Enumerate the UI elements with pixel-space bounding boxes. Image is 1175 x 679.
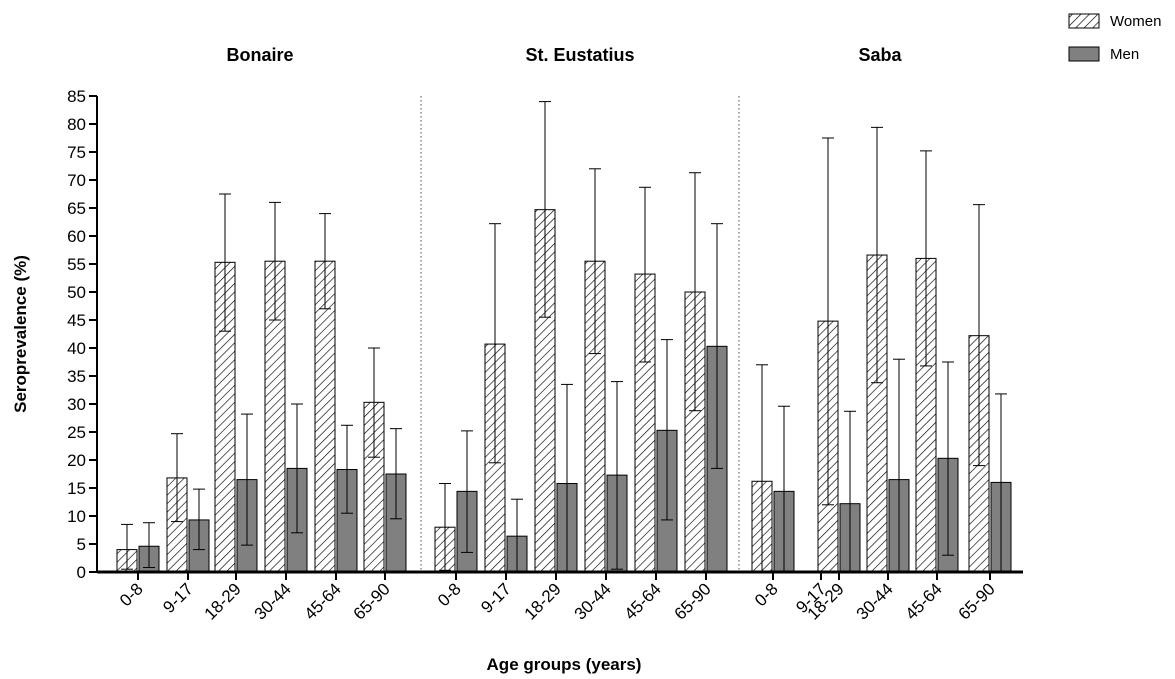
error-bar-men [611,381,623,570]
x-tick-label: 65-90 [955,579,999,623]
error-bar-men [241,413,253,546]
legend-label-men: Men [1110,46,1139,63]
x-tick-label: 0-8 [751,579,782,610]
error-bar-women [319,213,331,310]
error-bar-women [756,364,768,572]
y-tick-label: 40 [67,339,86,358]
y-axis-title: Seroprevalence (%) [11,255,30,413]
error-bar-men [942,361,954,556]
legend-swatch-men [1068,46,1100,62]
error-bar-women [973,204,985,467]
error-bar-men [341,424,353,514]
error-bar-women [121,523,133,570]
error-bar-men [561,383,573,572]
error-bar-women [822,137,834,506]
legend-label-women: Women [1110,13,1161,30]
x-axis-title: Age groups (years) [487,655,642,674]
error-bar-women [639,186,651,363]
panel-title-saba: Saba [858,45,902,65]
legend-swatch-women [1068,13,1100,29]
y-tick-label: 45 [67,311,86,330]
y-tick-label: 70 [67,171,86,190]
error-bars [121,101,1007,572]
y-tick-label: 25 [67,423,86,442]
y-tick-label: 65 [67,199,86,218]
error-bar-women [539,101,551,318]
error-bar-men [461,430,473,553]
x-tick-label: 0-8 [434,579,465,610]
legend: Women Men [1068,13,1161,63]
error-bar-men [511,498,523,572]
error-bar-men [893,358,905,572]
x-tick-label: 9-17 [477,579,514,616]
error-bar-women [171,433,183,523]
x-tick-label: 45-64 [301,579,345,623]
x-tick-label: 9-17 [159,579,196,616]
y-tick-label: 55 [67,255,86,274]
y-tick-label: 75 [67,143,86,162]
x-tick-label: 65-90 [671,579,715,623]
error-bar-women [269,201,281,321]
error-bar-women [589,168,601,355]
error-bar-men [778,405,790,572]
error-bar-men [995,393,1007,572]
error-bar-men [291,403,303,534]
error-bar-men [143,522,155,569]
y-tick-label: 80 [67,115,86,134]
error-bar-men [711,223,723,469]
y-tick-label: 35 [67,367,86,386]
error-bar-women [489,223,501,464]
x-tick-label: 0-8 [116,579,147,610]
error-bar-women [439,483,451,571]
y-tick-label: 10 [67,507,86,526]
error-bar-women [219,193,231,332]
y-tick-label: 20 [67,451,86,470]
x-tick-label: 18-29 [521,579,565,623]
y-tick-label: 15 [67,479,86,498]
error-bar-men [844,410,856,572]
y-tick-label: 30 [67,395,86,414]
error-bar-women [920,150,932,367]
x-tick-label: 30-44 [251,579,295,623]
x-axis: 0-8 9-17 18-29 30-44 45-64 65-90 0-8 9-17 18-29 3… [97,570,1023,624]
y-tick-label: 0 [77,563,86,582]
panel-title-bonaire: Bonaire [226,45,293,65]
error-bar-women [689,172,701,412]
x-tick-label: 45-64 [621,579,665,623]
x-tick-label: 45-64 [902,579,946,623]
error-bar-women [871,126,883,384]
panel-title-st-eustatius: St. Eustatius [525,45,634,65]
y-axis: 0 5 10 15 20 25 30 35 40 45 50 55 60 65 70 75 80 85 [67,87,98,582]
x-tick-label: 30-44 [571,579,615,623]
error-bar-men [661,339,673,521]
x-tick-label: 30-44 [853,579,897,623]
error-bar-men [390,428,402,520]
error-bar-women [368,347,380,458]
error-bar-men [193,488,205,551]
y-tick-label: 60 [67,227,86,246]
y-tick-label: 50 [67,283,86,302]
x-tick-label: 18-29 [201,579,245,623]
y-tick-label: 85 [67,87,86,106]
y-tick-label: 5 [77,535,86,554]
x-tick-label: 65-90 [350,579,394,623]
